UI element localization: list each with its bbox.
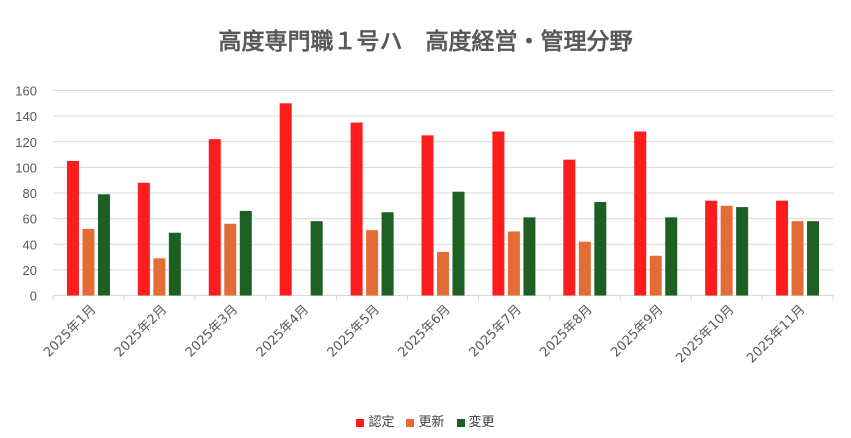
x-tick-label: 2025年4月 [254,302,312,360]
chart-title: 高度専門職１号ハ 高度経営・管理分野 [218,29,633,55]
bar-認定 [66,160,79,296]
y-tick-label: 140 [15,109,37,124]
bar-更新 [649,255,662,296]
legend-label: 変更 [468,415,495,430]
bar-更新 [507,231,520,296]
y-tick-label: 100 [15,160,37,175]
x-tick-label: 2025年5月 [325,302,383,360]
legend-label: 更新 [418,415,445,430]
bar-認定 [137,182,150,296]
legend-item: 更新 [406,411,445,430]
x-tick-label: 2025年10月 [673,302,737,366]
legend-swatch [356,418,365,427]
bar-認定 [776,200,789,296]
bar-変更 [807,221,820,296]
bar-認定 [705,200,718,296]
bar-更新 [720,205,733,296]
x-tick-label: 2025年2月 [112,302,170,360]
bar-更新 [153,258,166,296]
bar-変更 [452,191,465,296]
y-tick-label: 60 [23,212,37,227]
bar-変更 [523,217,536,296]
y-tick-label: 0 [30,289,37,304]
bar-更新 [437,251,449,296]
legend: 認定 更新 変更 [0,411,851,430]
x-tick-label: 2025年6月 [396,302,454,360]
legend-item: 変更 [456,411,495,430]
bar-更新 [578,241,591,296]
y-tick-label: 20 [23,263,37,278]
bar-認定 [492,131,505,296]
bar-更新 [224,223,237,296]
x-tick-label: 2025年9月 [608,302,666,360]
bar-更新 [791,221,804,296]
bar-変更 [665,217,678,296]
bar-変更 [97,194,110,296]
legend-label: 認定 [368,415,395,430]
bar-変更 [381,212,394,296]
bar-認定 [350,122,363,296]
legend-swatch [406,418,415,427]
bar-更新 [366,230,379,296]
bar-変更 [594,201,607,296]
bar-更新 [82,228,95,296]
bar-認定 [421,135,434,296]
bar-認定 [563,159,576,296]
y-tick-label: 120 [15,135,37,150]
bar-認定 [279,103,292,296]
bar-変更 [168,232,181,296]
bar-変更 [239,210,252,296]
y-tick-label: 80 [23,186,37,201]
x-tick-label: 2025年11月 [744,302,808,366]
x-tick-label: 2025年1月 [41,302,99,360]
legend-item: 認定 [356,411,394,430]
y-tick-label: 160 [15,84,37,99]
bar-認定 [208,139,221,296]
bar-認定 [634,131,647,296]
x-tick-label: 2025年7月 [467,302,525,360]
y-tick-label: 40 [23,237,37,252]
bar-変更 [310,221,323,296]
x-tick-label: 2025年3月 [183,302,241,360]
x-tick-label: 2025年8月 [537,302,595,360]
legend-swatch [456,418,465,427]
bar-変更 [736,207,749,296]
